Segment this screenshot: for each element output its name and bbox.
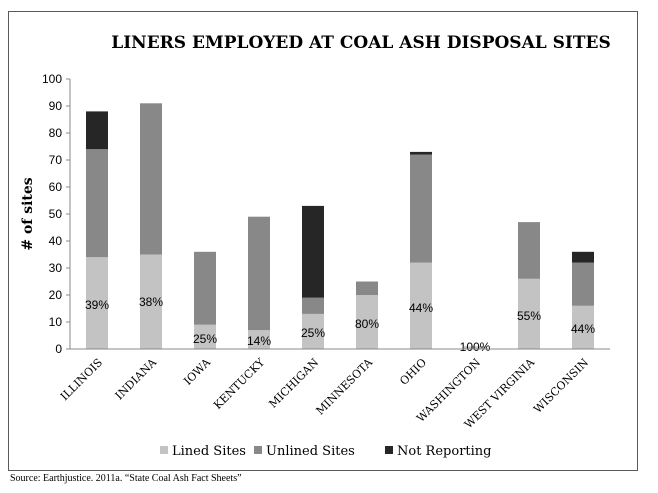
y-tick-label: 0 — [55, 342, 62, 356]
data-label: 44% — [571, 322, 595, 336]
legend-label: Unlined Sites — [266, 444, 355, 459]
bar-lined-sites-michigan — [302, 313, 324, 349]
bar-unlined-sites-ohio — [410, 154, 432, 263]
bar-not-reporting-illinois — [86, 111, 108, 150]
bar-lined-sites-wisconsin — [572, 305, 594, 349]
y-tick-label: 70 — [49, 153, 63, 167]
y-tick-label: 100 — [42, 72, 62, 86]
bar-unlined-sites-iowa — [194, 251, 216, 325]
x-tick-label: MINNESOTA — [314, 355, 376, 417]
bar-lined-sites-west-virginia — [518, 278, 540, 349]
x-tick-label: ILLINOIS — [58, 356, 105, 403]
bar-lined-sites-minnesota — [356, 295, 378, 349]
bar-lined-sites-illinois — [86, 257, 108, 349]
bar-lined-sites-ohio — [410, 262, 432, 349]
axes — [69, 79, 610, 350]
data-label: 38% — [139, 295, 163, 309]
legend: Lined Sites Unlined Sites Not Reporting — [160, 444, 491, 459]
legend-swatch — [160, 446, 168, 454]
source-note: Source: Earthjustice. 2011a. “State Coal… — [10, 473, 242, 484]
legend-label: Not Reporting — [397, 444, 491, 459]
data-label: 55% — [517, 309, 541, 323]
bar-lined-sites-indiana — [140, 254, 162, 349]
y-tick-label: 60 — [49, 180, 63, 194]
bars — [86, 103, 594, 349]
data-label: 25% — [301, 326, 325, 340]
bar-unlined-sites-minnesota — [356, 281, 378, 295]
y-axis-label: # of sites — [20, 177, 36, 250]
bar-not-reporting-ohio — [410, 151, 432, 155]
data-labels: 39% 38% 25% 14% 25% 80% 44% 100% 55% 44% — [85, 295, 595, 354]
x-tick-label: MICHIGAN — [266, 356, 321, 411]
bar-lined-sites-iowa — [194, 324, 216, 349]
data-label: 44% — [409, 301, 433, 315]
y-tick-label: 10 — [49, 315, 63, 329]
bar-lined-sites-washington — [464, 346, 486, 349]
data-label: 80% — [355, 317, 379, 331]
x-tick-label: WISCONSIN — [531, 356, 591, 416]
y-tick-label: 90 — [49, 99, 63, 113]
data-label: 39% — [85, 298, 109, 312]
y-tick-label: 40 — [49, 234, 63, 248]
y-tick-label: 20 — [49, 288, 63, 302]
x-tick-label: OHIO — [397, 356, 429, 388]
legend-swatch — [254, 446, 262, 454]
bar-unlined-sites-wisconsin — [572, 262, 594, 306]
bar-unlined-sites-indiana — [140, 103, 162, 255]
legend-label: Lined Sites — [172, 444, 246, 459]
bar-unlined-sites-michigan — [302, 297, 324, 314]
data-label: 14% — [247, 334, 271, 348]
y-tick-label: 50 — [49, 207, 63, 221]
bar-unlined-sites-illinois — [86, 149, 108, 258]
x-tick-label: INDIANA — [113, 355, 160, 402]
data-label: 25% — [193, 332, 217, 346]
bar-unlined-sites-kentucky — [248, 216, 270, 331]
x-tick-label: KENTUCKY — [211, 355, 267, 411]
bar-lined-sites-kentucky — [248, 330, 270, 349]
data-label: 100% — [460, 340, 491, 354]
y-tick-label: 80 — [49, 126, 63, 140]
y-tick-label: 30 — [49, 261, 63, 275]
bar-not-reporting-michigan — [302, 205, 324, 298]
chart-title: LINERS EMPLOYED AT COAL ASH DISPOSAL SIT… — [111, 33, 611, 53]
legend-swatch — [385, 446, 393, 454]
bar-not-reporting-wisconsin — [572, 251, 594, 263]
x-tick-label: IOWA — [181, 355, 214, 388]
y-axis: 0 10 20 30 40 50 60 70 80 90 100 — [42, 72, 70, 356]
bar-unlined-sites-west-virginia — [518, 222, 540, 279]
